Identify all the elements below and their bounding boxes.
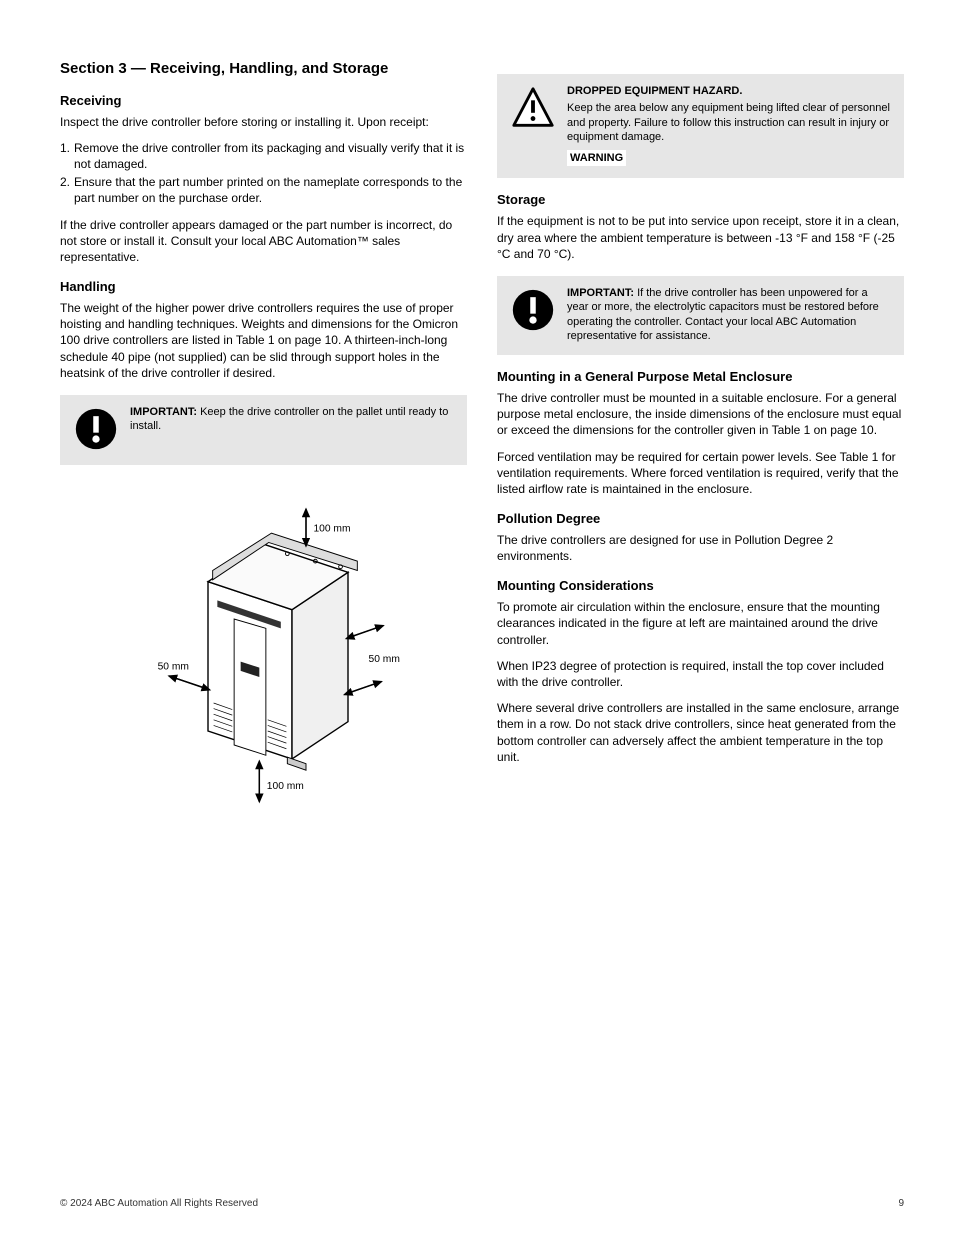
pollution-text: The drive controllers are designed for u… [497,532,904,564]
receiving-bullet-2: Ensure that the part number printed on t… [74,174,467,206]
receiving-outro: If the drive controller appears damaged … [60,217,467,266]
left-column: Section 3 — Receiving, Handling, and Sto… [60,60,467,815]
important-notice-handling: IMPORTANT: Keep the drive controller on … [60,395,467,465]
receiving-bullet-1: Remove the drive controller from its pac… [74,140,467,172]
warning-notice: DROPPED EQUIPMENT HAZARD. Keep the area … [497,74,904,178]
page-footer: © 2024 ABC Automation All Rights Reserve… [60,1198,904,1209]
diagram-bottom-label: 100 mm [266,781,303,792]
receiving-intro: Inspect the drive controller before stor… [60,114,467,130]
handling-heading: Handling [60,279,467,296]
important-label: IMPORTANT: [130,406,197,418]
clearance-diagram: 100 mm 100 mm 50 mm 50 mm [60,479,467,815]
receiving-bullets: 1.Remove the drive controller from its p… [60,140,467,207]
storage-heading: Storage [497,192,904,209]
section-title: Section 3 — Receiving, Handling, and Sto… [60,60,467,79]
important-notice-storage: IMPORTANT: If the drive controller has b… [497,276,904,355]
considerations-heading: Mounting Considerations [497,578,904,595]
diagram-right-label: 50 mm [368,654,399,665]
footer-copyright: © 2024 ABC Automation All Rights Reserve… [60,1198,258,1209]
mounting-p1: The drive controller must be mounted in … [497,390,904,439]
exclamation-circle-icon [72,405,120,453]
mounting-p2: Forced ventilation may be required for c… [497,449,904,498]
mounting-heading: Mounting in a General Purpose Metal Encl… [497,369,904,386]
warning-label: WARNING [567,150,626,166]
exclamation-circle-icon [509,286,557,334]
important-label-storage: IMPORTANT: [567,287,634,299]
right-column: DROPPED EQUIPMENT HAZARD. Keep the area … [497,60,904,815]
diagram-top-label: 100 mm [313,523,350,534]
considerations-p1: To promote air circulation within the en… [497,599,904,648]
pollution-heading: Pollution Degree [497,511,904,528]
considerations-p3: Where several drive controllers are inst… [497,700,904,765]
considerations-p2: When IP23 degree of protection is requir… [497,658,904,690]
handling-text: The weight of the higher power drive con… [60,300,467,381]
footer-page-number: 9 [898,1198,904,1209]
warning-subheading: DROPPED EQUIPMENT HAZARD. [567,84,892,98]
receiving-heading: Receiving [60,93,467,110]
diagram-left-label: 50 mm [157,661,188,672]
storage-text: If the equipment is not to be put into s… [497,213,904,262]
warning-triangle-icon [509,84,557,132]
warning-text: Keep the area below any equipment being … [567,101,892,144]
